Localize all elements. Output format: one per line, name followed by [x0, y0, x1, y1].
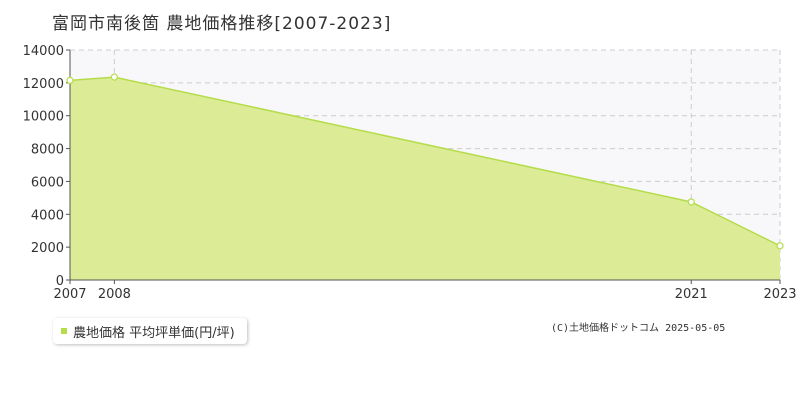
legend: 農地価格 平均坪単価(円/坪)	[53, 318, 247, 344]
y-tick-label: 0	[56, 274, 64, 289]
chart-title: 富岡市南後箇 農地価格推移[2007-2023]	[52, 14, 392, 34]
y-tick-label: 12000	[23, 77, 64, 92]
y-tick-label: 10000	[23, 110, 64, 125]
data-point	[110, 73, 118, 81]
x-axis-ticks: 2007 2008 2021 2023	[53, 280, 797, 302]
data-point	[687, 198, 695, 206]
series-area	[69, 76, 781, 280]
data-points	[66, 73, 784, 250]
x-tick-label: 2023	[763, 287, 796, 302]
data-point	[66, 76, 74, 84]
x-tick-label: 2007	[53, 287, 86, 302]
copyright: (C)土地価格ドットコム 2025-05-05	[551, 323, 726, 334]
y-tick-label: 2000	[31, 241, 64, 256]
legend-swatch	[61, 328, 67, 334]
x-tick-label: 2008	[98, 287, 131, 302]
y-tick-label: 14000	[23, 44, 64, 59]
y-tick-label: 4000	[31, 208, 64, 223]
x-tick-label: 2021	[675, 287, 708, 302]
series-line	[69, 76, 781, 247]
series-fill	[70, 77, 780, 280]
legend-label: 農地価格 平均坪単価(円/坪)	[73, 325, 235, 341]
y-axis-ticks: 0 2000 4000 6000 8000 10000 12000 14000	[23, 44, 70, 289]
axes	[69, 50, 780, 281]
data-point	[776, 242, 784, 250]
y-tick-label: 6000	[31, 175, 64, 190]
y-tick-label: 8000	[31, 143, 64, 158]
